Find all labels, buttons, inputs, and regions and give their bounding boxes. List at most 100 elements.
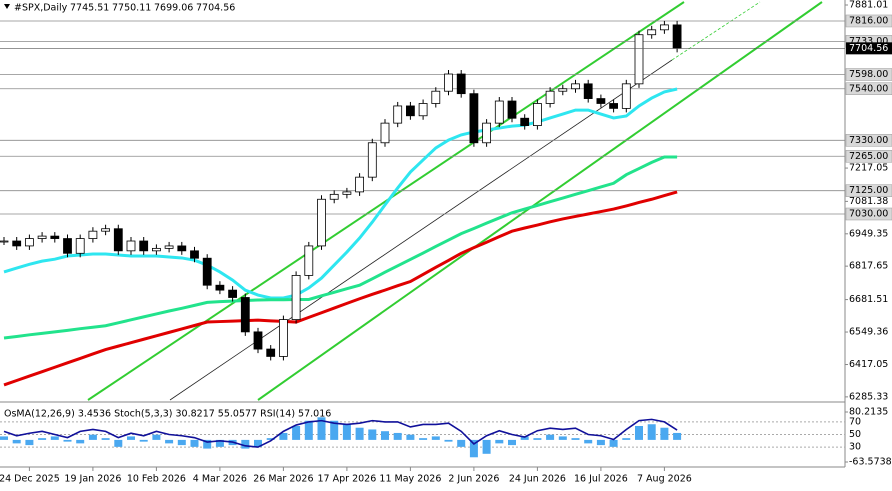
candle-body bbox=[101, 228, 110, 232]
candle-body bbox=[418, 103, 428, 117]
osma-bar bbox=[558, 436, 567, 440]
candle-body bbox=[164, 245, 174, 249]
moving-average bbox=[3, 155, 678, 340]
y-tick-label: 6417.05 bbox=[849, 359, 888, 370]
candle-body bbox=[177, 245, 187, 252]
candle-body bbox=[317, 198, 326, 247]
x-tick-label: 19 Jan 2026 bbox=[64, 474, 121, 485]
candle-body bbox=[609, 103, 618, 109]
level-box bbox=[845, 184, 892, 197]
candle-body bbox=[139, 240, 149, 252]
osma-bar bbox=[215, 439, 224, 447]
candle-body bbox=[621, 83, 631, 109]
candle-body bbox=[266, 348, 276, 357]
osma-bar bbox=[635, 425, 643, 440]
last-price-label: 7704.56 bbox=[849, 43, 888, 54]
candle-body bbox=[367, 142, 377, 178]
x-tick-label: 4 Mar 2026 bbox=[193, 474, 247, 485]
osma-bar bbox=[508, 439, 516, 446]
level-label: 7330.00 bbox=[849, 135, 888, 146]
level-box bbox=[845, 82, 892, 96]
osma-tick-label: -63.5738 bbox=[849, 457, 892, 468]
x-tick-label: 17 Apr 2026 bbox=[318, 474, 377, 485]
candle-body bbox=[558, 88, 568, 92]
candle-body bbox=[329, 193, 339, 200]
rsi-tick-label: 30 bbox=[849, 442, 861, 453]
candle-body bbox=[50, 235, 60, 239]
osma-bar bbox=[368, 429, 377, 440]
osma-bar bbox=[647, 424, 656, 440]
candle-body bbox=[37, 235, 47, 239]
osma-bar bbox=[330, 420, 339, 440]
osma-bar bbox=[101, 438, 110, 440]
open: 7745.51 bbox=[70, 3, 109, 14]
osma-bar bbox=[533, 438, 542, 440]
candle-body bbox=[253, 331, 263, 350]
osma-bar bbox=[596, 439, 605, 446]
osma-bar bbox=[152, 434, 161, 440]
osma-bar bbox=[406, 434, 415, 440]
level-box bbox=[845, 14, 892, 28]
candle-body bbox=[355, 176, 365, 193]
candle-body bbox=[291, 274, 301, 320]
candle-body bbox=[278, 319, 288, 357]
candle-body bbox=[660, 24, 669, 31]
candle-body bbox=[469, 93, 479, 144]
symbol-icon bbox=[4, 4, 10, 9]
osma-bar bbox=[393, 432, 402, 440]
candle-body bbox=[151, 247, 161, 252]
x-tick-label: 7 Aug 2026 bbox=[637, 474, 692, 485]
x-tick-label: 24 Jun 2026 bbox=[509, 474, 566, 485]
level-box bbox=[845, 207, 892, 221]
x-tick-label: 16 Jul 2026 bbox=[574, 474, 628, 485]
candle-body bbox=[520, 117, 530, 126]
osma-bar bbox=[317, 417, 326, 440]
candle-body bbox=[494, 100, 504, 124]
osma-bar bbox=[381, 431, 389, 440]
candle-body bbox=[507, 100, 517, 119]
candle-body bbox=[63, 238, 72, 254]
osma-bar bbox=[63, 439, 72, 442]
rsi-tick-label: 70 bbox=[849, 416, 861, 427]
osma-bar bbox=[0, 436, 8, 440]
x-tick-label: 26 Mar 2026 bbox=[253, 474, 313, 485]
candle-body bbox=[405, 105, 415, 117]
osma-bar bbox=[254, 439, 262, 447]
candle-body bbox=[393, 105, 403, 124]
osma-bar bbox=[431, 436, 440, 440]
osma-bar bbox=[673, 432, 682, 440]
osma-bar bbox=[12, 439, 21, 444]
osma-bar bbox=[584, 439, 593, 444]
osma-bar bbox=[292, 425, 301, 440]
level-box bbox=[845, 68, 892, 81]
osma-bar bbox=[482, 439, 491, 454]
high: 7750.11 bbox=[112, 3, 151, 14]
osma-bar bbox=[419, 438, 428, 440]
level-label: 7030.00 bbox=[849, 208, 888, 219]
osma-bar bbox=[190, 439, 199, 447]
level-box bbox=[845, 150, 892, 163]
osma-bar bbox=[609, 439, 618, 447]
osma-tick-label: 80.2135 bbox=[849, 407, 888, 418]
osma-bar bbox=[203, 439, 212, 449]
moving-average bbox=[3, 87, 678, 300]
candle-body bbox=[482, 122, 492, 144]
level-label: 7598.00 bbox=[849, 69, 888, 80]
candle-body bbox=[672, 24, 682, 49]
candle-body bbox=[190, 250, 199, 259]
close: 7704.56 bbox=[196, 3, 235, 14]
symbol: #SPX,Daily bbox=[14, 3, 68, 14]
y-tick-label: 6949.35 bbox=[849, 228, 888, 239]
low: 7699.06 bbox=[154, 3, 193, 14]
osma-bar bbox=[355, 427, 364, 440]
candle-body bbox=[342, 191, 352, 195]
last-price-box bbox=[846, 42, 892, 55]
channel-upper bbox=[87, 1, 685, 401]
osma-bar bbox=[457, 439, 466, 447]
osma-bar bbox=[546, 434, 555, 440]
y-tick-label: 6549.36 bbox=[849, 327, 888, 338]
osma-bar bbox=[279, 432, 288, 440]
osma-bar bbox=[88, 434, 97, 440]
candle-body bbox=[113, 228, 123, 252]
